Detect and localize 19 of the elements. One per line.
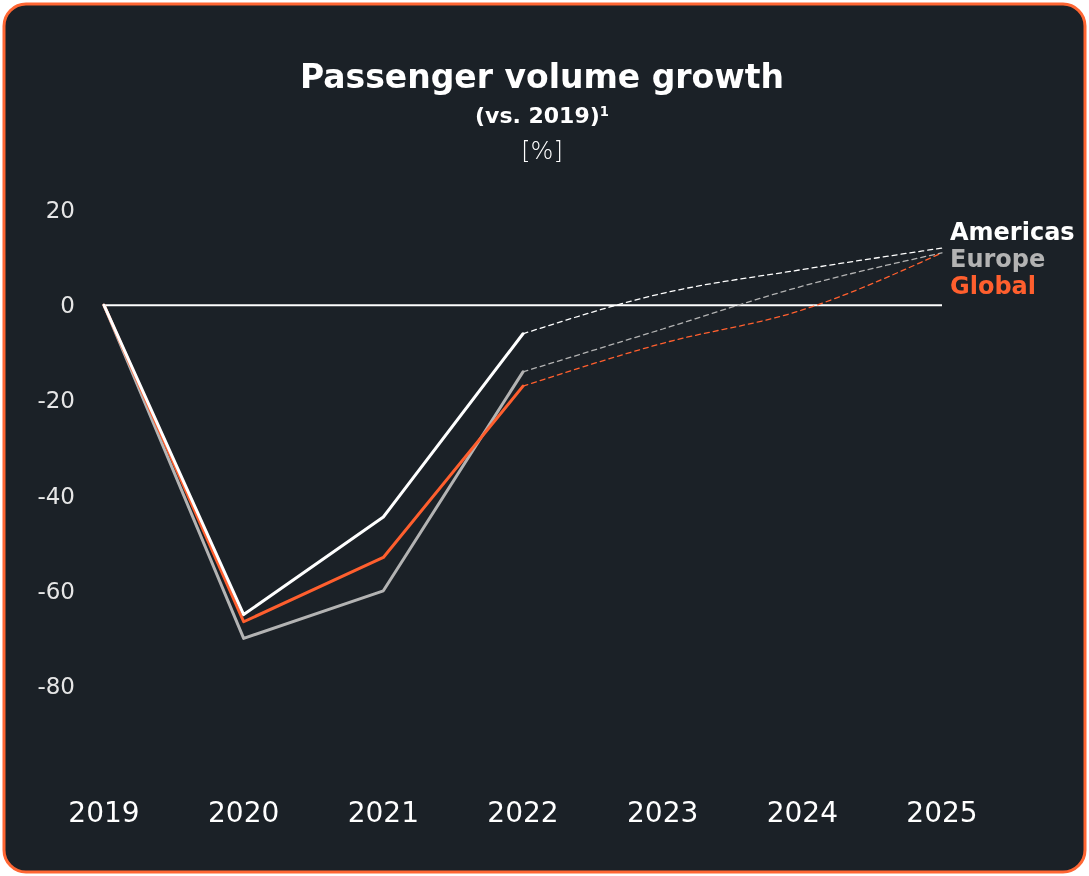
y-tick-label: -20 <box>37 387 75 414</box>
x-tick-label: 2020 <box>208 796 280 829</box>
chart-subtitle: (vs. 2019)$^{1}$ <box>475 103 609 128</box>
x-tick-label: 2021 <box>347 796 419 829</box>
series-label: Global <box>950 272 1037 300</box>
y-tick-label: -80 <box>37 673 75 700</box>
x-tick-label: 2019 <box>68 796 140 829</box>
x-tick-label: 2022 <box>487 796 559 829</box>
x-tick-label: 2023 <box>627 796 699 829</box>
y-tick-label: -40 <box>37 482 75 509</box>
chart-title: Passenger volume growth <box>299 57 785 96</box>
y-axis-title: [%] <box>521 137 563 165</box>
x-tick-label: 2025 <box>906 796 978 829</box>
y-tick-label: -60 <box>37 577 75 604</box>
x-tick-label: 2024 <box>766 796 838 829</box>
series-label: Europe <box>950 245 1046 273</box>
y-tick-label: 20 <box>45 197 75 224</box>
series-label: Americas <box>950 218 1075 246</box>
y-tick-label: 0 <box>60 292 75 319</box>
